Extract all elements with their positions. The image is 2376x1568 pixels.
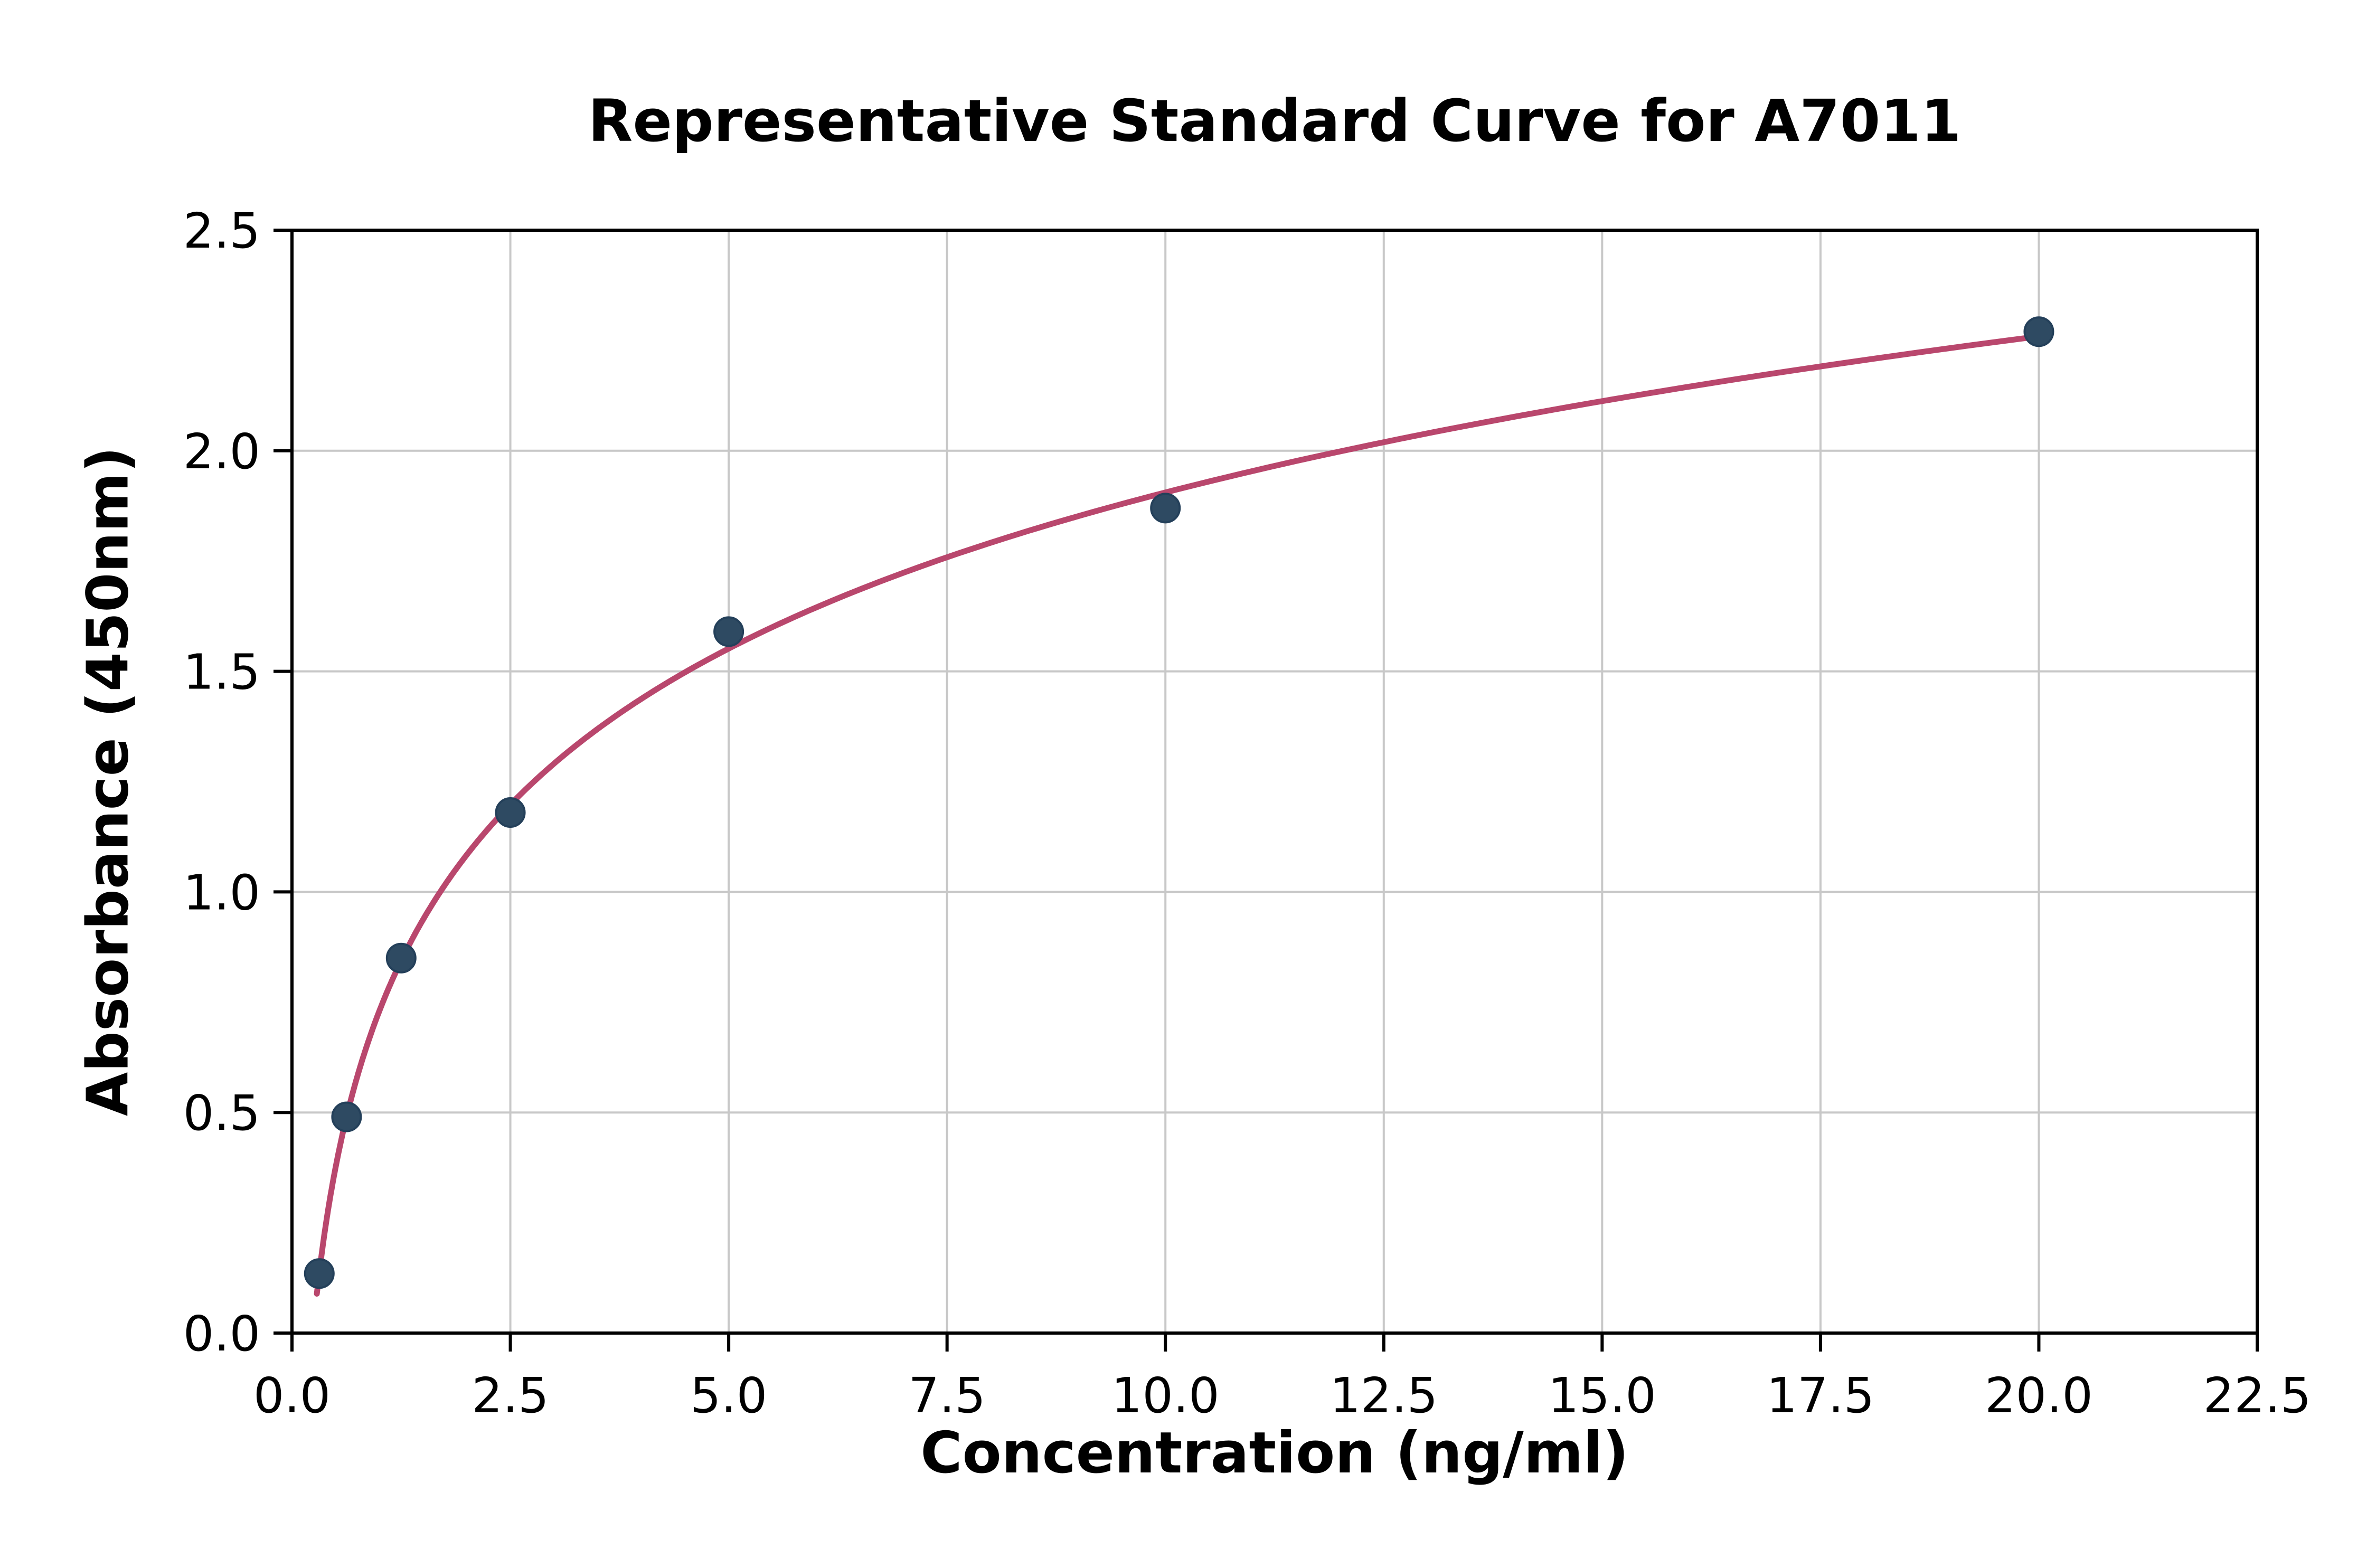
data-point: [495, 797, 526, 828]
x-tick-label: 20.0: [1985, 1367, 2093, 1424]
fit-curve: [314, 333, 2042, 1297]
y-tick-label: 0.5: [183, 1085, 260, 1141]
y-tick-label: 1.0: [183, 864, 260, 921]
x-tick-label: 22.5: [2203, 1367, 2312, 1424]
x-axis-label: Concentration (ng/ml): [920, 1420, 1629, 1486]
y-tick-label: 2.0: [183, 423, 260, 480]
y-tick-label: 2.5: [183, 203, 260, 259]
data-point: [331, 1101, 362, 1132]
data-point: [304, 1258, 335, 1289]
x-tick-label: 12.5: [1330, 1367, 1438, 1424]
y-tick-label: 0.0: [183, 1306, 260, 1362]
chart-title: Representative Standard Curve for A7011: [588, 87, 1962, 155]
x-tick-label: 7.5: [909, 1367, 986, 1424]
data-point: [2023, 316, 2054, 347]
x-tick-label: 0.0: [253, 1367, 331, 1424]
data-point: [385, 942, 417, 974]
x-tick-label: 10.0: [1111, 1367, 1220, 1424]
x-tick-label: 17.5: [1766, 1367, 1874, 1424]
y-tick-label: 1.5: [183, 644, 260, 701]
y-axis-label: Absorbance (450nm): [75, 446, 142, 1117]
data-point: [713, 616, 744, 647]
x-tick-label: 15.0: [1548, 1367, 1656, 1424]
data-point: [1150, 493, 1181, 524]
x-tick-label: 2.5: [472, 1367, 549, 1424]
axes-box: [290, 229, 2259, 1335]
x-tick-label: 5.0: [690, 1367, 767, 1424]
